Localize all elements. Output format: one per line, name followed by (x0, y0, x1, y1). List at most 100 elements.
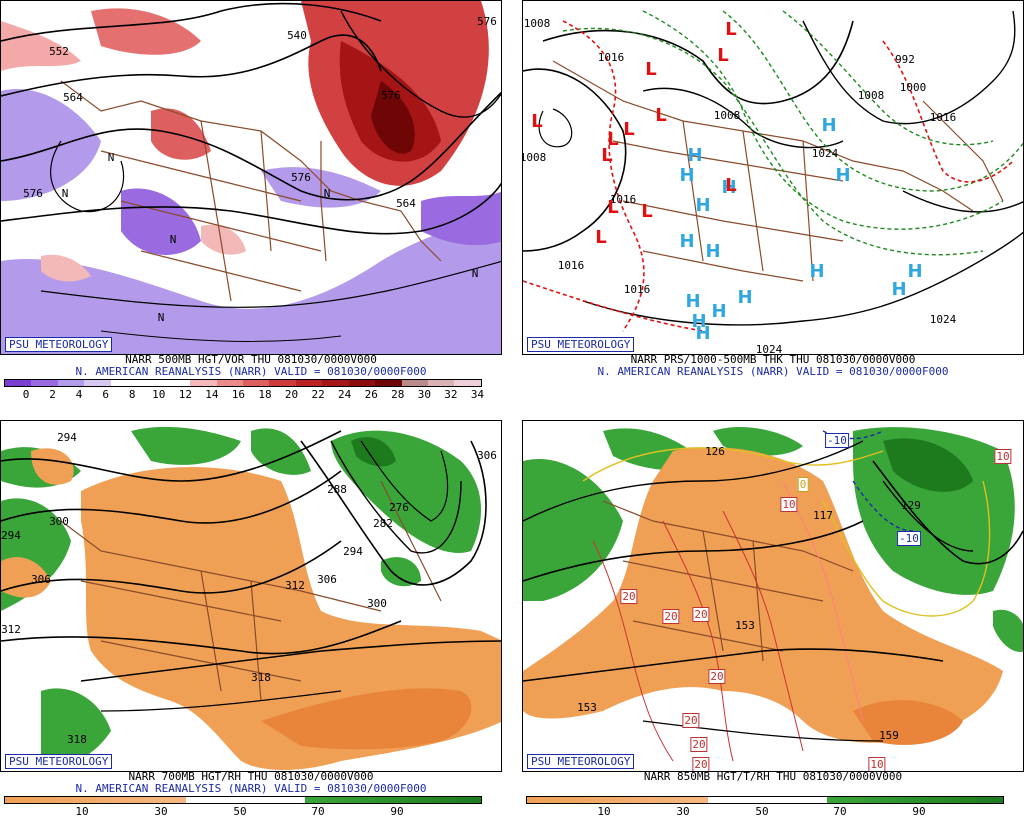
isobar-label: 1016 (929, 111, 957, 124)
high-marker: H (691, 311, 707, 332)
high-marker: H (711, 301, 727, 322)
colorbar-tick-label: 20 (284, 388, 299, 401)
colorbar-swatch (375, 380, 402, 386)
colorbar-tick-label: 4 (75, 388, 83, 401)
panel-500mb-vorticity: 552 564 576 576 540 564 576 576 N N N N … (0, 0, 502, 401)
isobar-label: 1016 (557, 259, 585, 272)
temp-label: 20 (690, 737, 708, 752)
height-label: 312 (1, 623, 21, 636)
temp-label: 20 (620, 589, 638, 604)
colorbar-tick-label: 32 (444, 388, 458, 401)
height-label: 318 (251, 671, 271, 684)
contour-label: 564 (63, 91, 83, 104)
contour-label: 576 (381, 89, 401, 102)
min-marker: N (107, 151, 115, 164)
temp-label: 10 (868, 757, 886, 771)
colorbar-swatch (269, 380, 296, 386)
high-marker: H (835, 165, 851, 186)
high-marker: H (687, 145, 703, 166)
temp-label: 0 (797, 477, 809, 492)
panel-title: NARR PRS/1000-500MB THK THU 081030/0000V… (630, 353, 916, 366)
height-label: 306 (31, 573, 51, 586)
colorbar-tick-label: 10 (597, 805, 611, 818)
colorbar-rh (526, 796, 1004, 804)
panel-850mb-temp-rh: 126 129 117 153 153 159 -10 -10 10 10 20… (522, 420, 1024, 819)
colorbar-swatch (826, 797, 1003, 803)
height-label: 129 (901, 499, 921, 512)
panel-title: NARR 850MB HGT/T/RH THU 081030/0000V000 (643, 770, 903, 783)
colorbar-swatch (31, 380, 58, 386)
high-marker: H (679, 165, 695, 186)
colorbar-tick-label: 34 (470, 388, 485, 401)
colorbar-tick-label: 90 (912, 805, 926, 818)
colorbar-rh (4, 796, 482, 804)
height-label: 294 (57, 431, 77, 444)
colorbar-tick-label: 30 (154, 805, 168, 818)
low-marker: L (717, 45, 729, 66)
high-marker: H (679, 231, 695, 252)
height-label: 276 (389, 501, 409, 514)
height-label: 153 (735, 619, 755, 632)
height-label: 312 (285, 579, 305, 592)
height-label: 300 (367, 597, 387, 610)
low-marker: L (641, 201, 653, 222)
height-label: 282 (373, 517, 393, 530)
colorbar-swatch (216, 380, 243, 386)
colorbar-tick-label: 8 (128, 388, 136, 401)
isobar-label: 1008 (523, 17, 551, 30)
map-surface: 1008 1016 1008 1016 1016 1008 1024 1016 … (522, 0, 1024, 355)
high-marker: H (809, 261, 825, 282)
low-marker: L (725, 175, 737, 196)
height-label: 294 (1, 529, 21, 542)
colorbar-tick-label: 14 (205, 388, 219, 401)
colorbar-swatch (428, 380, 455, 386)
colorbar-swatch (84, 380, 111, 386)
colorbar-swatch (5, 797, 186, 803)
colorbar-tick-label: 70 (311, 805, 325, 818)
temp-label: -10 (897, 531, 921, 546)
colorbar-tick-label: 24 (338, 388, 352, 401)
colorbar-swatch (304, 797, 481, 803)
low-marker: L (623, 119, 635, 140)
height-label: 159 (879, 729, 899, 742)
min-marker: N (157, 311, 165, 324)
min-marker: N (169, 233, 177, 246)
colorbar-tick-label: 70 (833, 805, 847, 818)
brand-label: PSU METEOROLOGY (527, 337, 635, 352)
temp-label: 20 (662, 609, 680, 624)
map-700mb: 294 300 294 306 312 288 276 282 294 306 … (0, 420, 502, 772)
isobar-label: 1024 (755, 343, 783, 355)
height-label: 288 (327, 483, 347, 496)
isobar-label: 1008 (857, 89, 885, 102)
colorbar-tick-label: 2 (49, 388, 56, 401)
colorbar-tick-label: 18 (258, 388, 272, 401)
high-marker: H (907, 261, 923, 282)
temp-label: 20 (682, 713, 700, 728)
colorbar-tick-label: 6 (102, 388, 109, 401)
colorbar-tick-label: 90 (390, 805, 404, 818)
contour-label: 576 (23, 187, 43, 200)
panel-subtitle: N. AMERICAN REANALYSIS (NARR) VALID = 08… (75, 365, 427, 378)
high-marker: H (695, 195, 711, 216)
colorbar-tick-label: 0 (22, 388, 30, 401)
high-marker: H (721, 177, 737, 198)
isobar-label: 1016 (623, 283, 651, 296)
low-marker: L (645, 59, 657, 80)
panel-subtitle: N. AMERICAN REANALYSIS (NARR) VALID = 08… (75, 782, 427, 795)
low-marker: L (607, 129, 619, 150)
min-marker: N (323, 187, 331, 200)
colorbar-tick-label: 22 (311, 388, 325, 401)
temp-label: 10 (994, 449, 1012, 464)
contour-label: 540 (287, 29, 307, 42)
colorbar-swatch (401, 380, 428, 386)
panel-surface-pressure: 1008 1016 1008 1016 1016 1008 1024 1016 … (522, 0, 1024, 400)
temp-label: 20 (692, 607, 710, 622)
high-marker: H (695, 323, 711, 344)
colorbar-swatch (295, 380, 323, 386)
colorbar-swatch (454, 380, 481, 386)
isobar-label: 1024 (811, 147, 839, 160)
panel-title: NARR 700MB HGT/RH THU 081030/0000V000 (128, 770, 374, 783)
colorbar-tick-label: 30 (676, 805, 690, 818)
high-marker: H (891, 279, 907, 300)
temp-label: 20 (692, 757, 710, 771)
